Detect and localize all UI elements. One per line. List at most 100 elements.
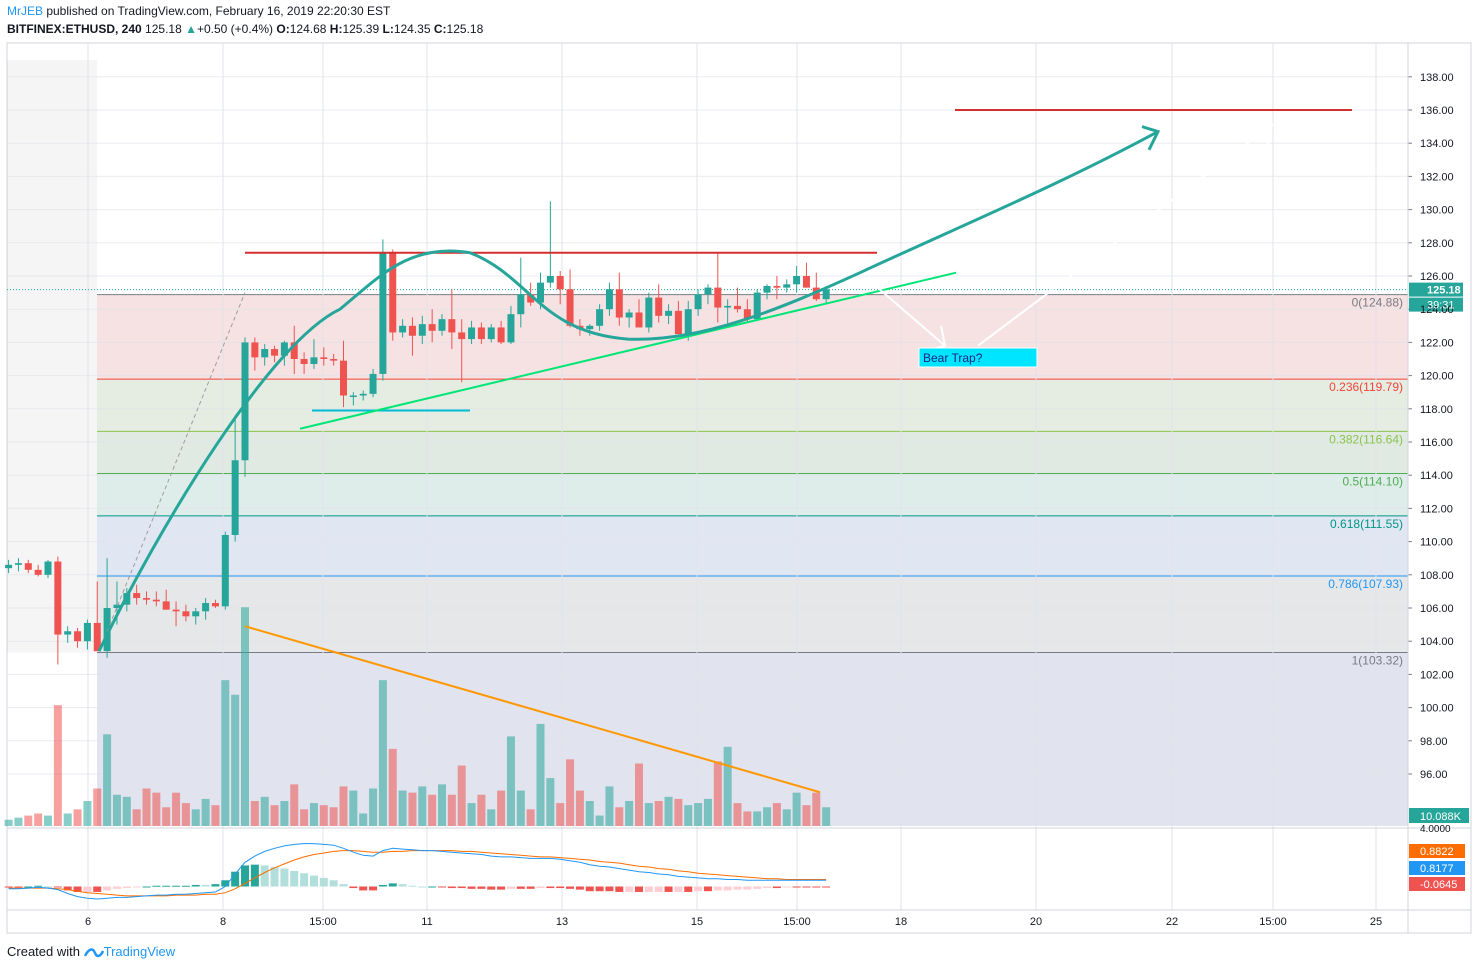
volume-bar — [654, 801, 663, 826]
volume-bar — [713, 761, 722, 826]
volume-bar — [290, 784, 299, 826]
candle-body — [241, 342, 249, 461]
volume-bar — [398, 790, 407, 826]
price-tick-label: 98.00 — [1420, 736, 1448, 748]
fib-band — [97, 379, 1408, 432]
volume-bar — [250, 801, 259, 826]
candle-body — [615, 289, 623, 318]
candle-body — [152, 599, 160, 602]
candle-body — [379, 252, 387, 374]
candle-body — [133, 593, 141, 599]
macd-histogram-bar — [112, 886, 121, 889]
volume-bar — [457, 765, 466, 826]
macd-histogram-bar — [733, 886, 742, 890]
candle-body — [389, 252, 397, 333]
fib-label: 0.618(111.55) — [1330, 517, 1403, 531]
volume-bar — [802, 805, 811, 826]
macd-histogram-bar — [221, 880, 230, 887]
volume-bar — [822, 807, 831, 826]
volume-bar — [181, 803, 190, 826]
time-tick-label: 15 — [691, 916, 703, 928]
candle-body — [468, 327, 476, 340]
open-label: O: — [276, 22, 290, 36]
macd-histogram-bar — [260, 865, 269, 887]
volume-bar — [241, 607, 249, 826]
volume-bar — [221, 680, 230, 826]
volume-bar — [191, 809, 200, 826]
candle-body — [330, 359, 338, 361]
candle-body — [83, 622, 91, 642]
volume-bar — [763, 807, 772, 826]
price-tick-label: 138.00 — [1420, 72, 1454, 84]
candle-body — [546, 276, 554, 283]
candle-body — [192, 611, 200, 617]
price-tick-label: 108.00 — [1420, 570, 1454, 582]
rise-arrow — [977, 124, 1273, 347]
volume-bar — [595, 815, 604, 826]
candle-body — [477, 327, 485, 340]
macd-histogram-bar — [763, 886, 772, 889]
volume-bar — [674, 798, 683, 826]
volume-bar — [772, 803, 781, 826]
volume-bar — [329, 807, 338, 826]
candle-body — [261, 349, 269, 358]
macd-histogram-bar — [162, 885, 171, 887]
macd-histogram-bar — [536, 886, 545, 889]
volume-bar — [536, 723, 545, 826]
fib-label: 0.382(116.64) — [1329, 432, 1403, 446]
time-tick-label: 25 — [1370, 916, 1382, 928]
price-tick-label: 106.00 — [1420, 603, 1454, 615]
macd-histogram-bar — [388, 883, 397, 887]
publish-text: published on TradingView.com, February 1… — [43, 4, 391, 18]
candle-body — [743, 309, 751, 320]
candle-body — [783, 284, 791, 288]
drop-arrow — [865, 276, 946, 347]
candle-body — [734, 305, 741, 310]
volume-bar — [388, 748, 397, 826]
macd-histogram-bar — [605, 886, 614, 892]
volume-bar — [152, 792, 161, 826]
candle-body — [517, 294, 525, 315]
macd-histogram-bar — [250, 864, 259, 887]
macd-histogram-bar — [694, 886, 703, 892]
fib-label: 0.786(107.93) — [1328, 577, 1403, 591]
candle-body — [655, 297, 663, 316]
volume-bar — [24, 815, 33, 826]
cup-handle-curve — [97, 130, 1159, 652]
fib-band — [97, 575, 1408, 653]
candle-body — [408, 325, 416, 336]
time-tick-label: 15:00 — [309, 916, 337, 928]
macd-histogram-bar — [172, 885, 181, 887]
axes — [1407, 43, 1469, 933]
tradingview-link[interactable]: TradingView — [103, 944, 176, 959]
volume-bar — [270, 805, 279, 826]
macd-histogram-bar — [152, 885, 161, 887]
pre-range-shade — [7, 60, 97, 653]
candle-body — [605, 289, 613, 310]
candle-body — [103, 608, 111, 652]
volume-bar — [211, 805, 220, 826]
volume-bar — [260, 796, 269, 826]
candle-body — [320, 357, 328, 359]
volume-bar — [575, 790, 584, 826]
candle-body — [586, 325, 594, 330]
macd-histogram-bar — [4, 886, 13, 888]
candle-body — [773, 285, 781, 288]
time-tick-label: 13 — [556, 916, 568, 928]
volume-bar — [792, 792, 801, 826]
author-link[interactable]: MrJEB — [7, 4, 43, 18]
candle-body — [674, 310, 682, 335]
candle-body — [359, 393, 367, 396]
candle-body — [684, 309, 692, 335]
price-chart[interactable]: 0(124.88) 0.236(119.79) 0.382(116.64) 0.5(1… — [0, 0, 1476, 936]
macd-histogram-bar — [132, 886, 141, 888]
last-price: 125.18 — [145, 22, 182, 36]
price-tick-label: 110.00 — [1420, 537, 1453, 549]
candle-body — [566, 289, 574, 326]
candle-body — [753, 292, 761, 320]
candle-body — [596, 309, 604, 326]
last-price-tag-label: 125.18 — [1427, 285, 1461, 297]
candle-body — [300, 359, 308, 364]
candle-body — [665, 310, 673, 316]
footer: Created with TradingView — [7, 944, 175, 959]
